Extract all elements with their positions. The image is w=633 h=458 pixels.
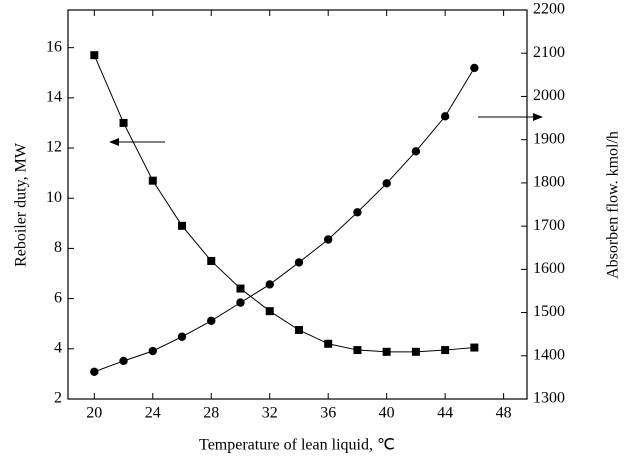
square-marker (178, 221, 187, 230)
circle-marker (382, 179, 391, 188)
x-tick-label: 32 (262, 405, 278, 422)
circle-marker (207, 316, 216, 325)
y-tick-label: 2 (54, 390, 62, 407)
square-marker (265, 307, 274, 316)
y-tick-label: 12 (46, 139, 62, 156)
y-tick-label: 4 (54, 339, 62, 356)
y2-tick-label: 2000 (533, 87, 565, 104)
circle-marker (323, 235, 333, 244)
square-marker (236, 284, 245, 293)
square-marker (353, 346, 362, 355)
square-marker (90, 51, 99, 60)
circle-marker (265, 280, 274, 289)
square-marker (470, 343, 479, 352)
y-axis-label: Reboiler duty, MW (13, 142, 30, 267)
square-marker (411, 347, 420, 356)
x-tick-label: 20 (86, 405, 102, 422)
square-marker (119, 118, 128, 127)
square-marker (441, 346, 450, 355)
y-tick-label: 16 (46, 38, 62, 55)
y2-tick-label: 1800 (533, 174, 565, 191)
x-tick-label: 40 (379, 405, 395, 422)
x-axis-label: Temperature of lean liquid, ℃ (199, 437, 395, 454)
y2-tick-label: 1600 (533, 260, 565, 277)
circle-marker (90, 367, 99, 376)
series-line (94, 67, 475, 373)
circle-marker (353, 208, 362, 217)
y2-tick-label: 1300 (533, 390, 565, 407)
square-marker (382, 347, 391, 356)
x-tick-label: 36 (320, 405, 336, 422)
circle-marker (177, 332, 187, 341)
y2-tick-label: 1500 (533, 303, 565, 320)
circle-marker (236, 298, 245, 307)
y-tick-label: 14 (46, 89, 62, 106)
x-tick-label: 48 (496, 405, 512, 422)
y2-tick-label: 1900 (533, 130, 565, 147)
square-marker (324, 339, 333, 348)
circle-marker (440, 112, 450, 121)
plot-frame (67, 9, 528, 400)
circle-marker (119, 356, 128, 366)
y2-tick-label: 2100 (533, 44, 565, 61)
circle-marker (148, 346, 157, 356)
y-tick-label: 10 (46, 189, 62, 206)
y-tick-label: 8 (54, 239, 62, 256)
x-tick-label: 44 (437, 405, 453, 422)
square-marker (207, 256, 216, 265)
y2-tick-label: 1400 (533, 346, 565, 363)
circle-marker (411, 147, 421, 156)
square-marker (148, 176, 157, 185)
circle-marker (470, 63, 479, 73)
y2-axis-label: Absorben flow. kmol/h (605, 131, 622, 279)
circle-marker (294, 258, 304, 267)
x-tick-label: 24 (145, 405, 161, 422)
x-tick-label: 28 (203, 405, 219, 422)
y2-tick-label: 2200 (533, 1, 565, 18)
square-marker (294, 325, 303, 334)
y2-tick-label: 1700 (533, 217, 565, 234)
y-tick-label: 6 (54, 289, 62, 306)
series-line (93, 54, 475, 353)
